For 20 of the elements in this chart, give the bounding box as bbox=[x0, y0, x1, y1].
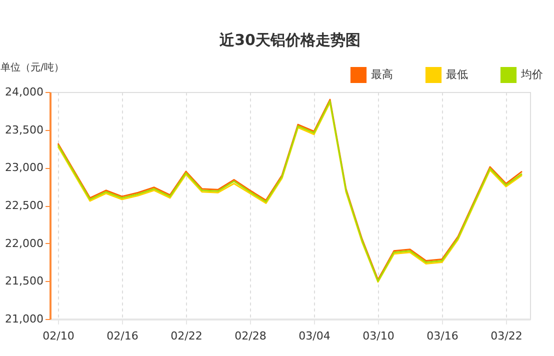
x-tick-label: 02/28 bbox=[234, 330, 266, 342]
x-tick-label: 02/22 bbox=[170, 330, 202, 342]
y-tick-label: 23,500 bbox=[5, 123, 44, 136]
y-tick-label: 22,500 bbox=[5, 199, 44, 212]
y-tick-label: 21,000 bbox=[5, 312, 44, 326]
x-tick-label: 02/10 bbox=[42, 330, 74, 342]
legend-label: 均价 bbox=[520, 68, 543, 81]
legend-label: 最低 bbox=[446, 68, 468, 81]
x-tick-label: 02/16 bbox=[106, 330, 138, 342]
legend-label: 最高 bbox=[371, 68, 393, 81]
y-tick-label: 21,500 bbox=[5, 274, 44, 288]
y-tick-label: 23,000 bbox=[5, 161, 44, 174]
x-tick-label: 03/04 bbox=[298, 330, 330, 342]
x-tick-label: 03/10 bbox=[362, 330, 394, 342]
x-tick-label: 03/22 bbox=[490, 330, 522, 342]
y-axis-title: 单位（元/吨） bbox=[0, 62, 64, 74]
y-tick-label: 24,000 bbox=[5, 86, 44, 98]
x-tick-label: 03/16 bbox=[426, 330, 458, 342]
y-tick-label: 22,000 bbox=[5, 236, 44, 250]
chart-title: 近30天铝价格走势图 bbox=[218, 31, 360, 49]
